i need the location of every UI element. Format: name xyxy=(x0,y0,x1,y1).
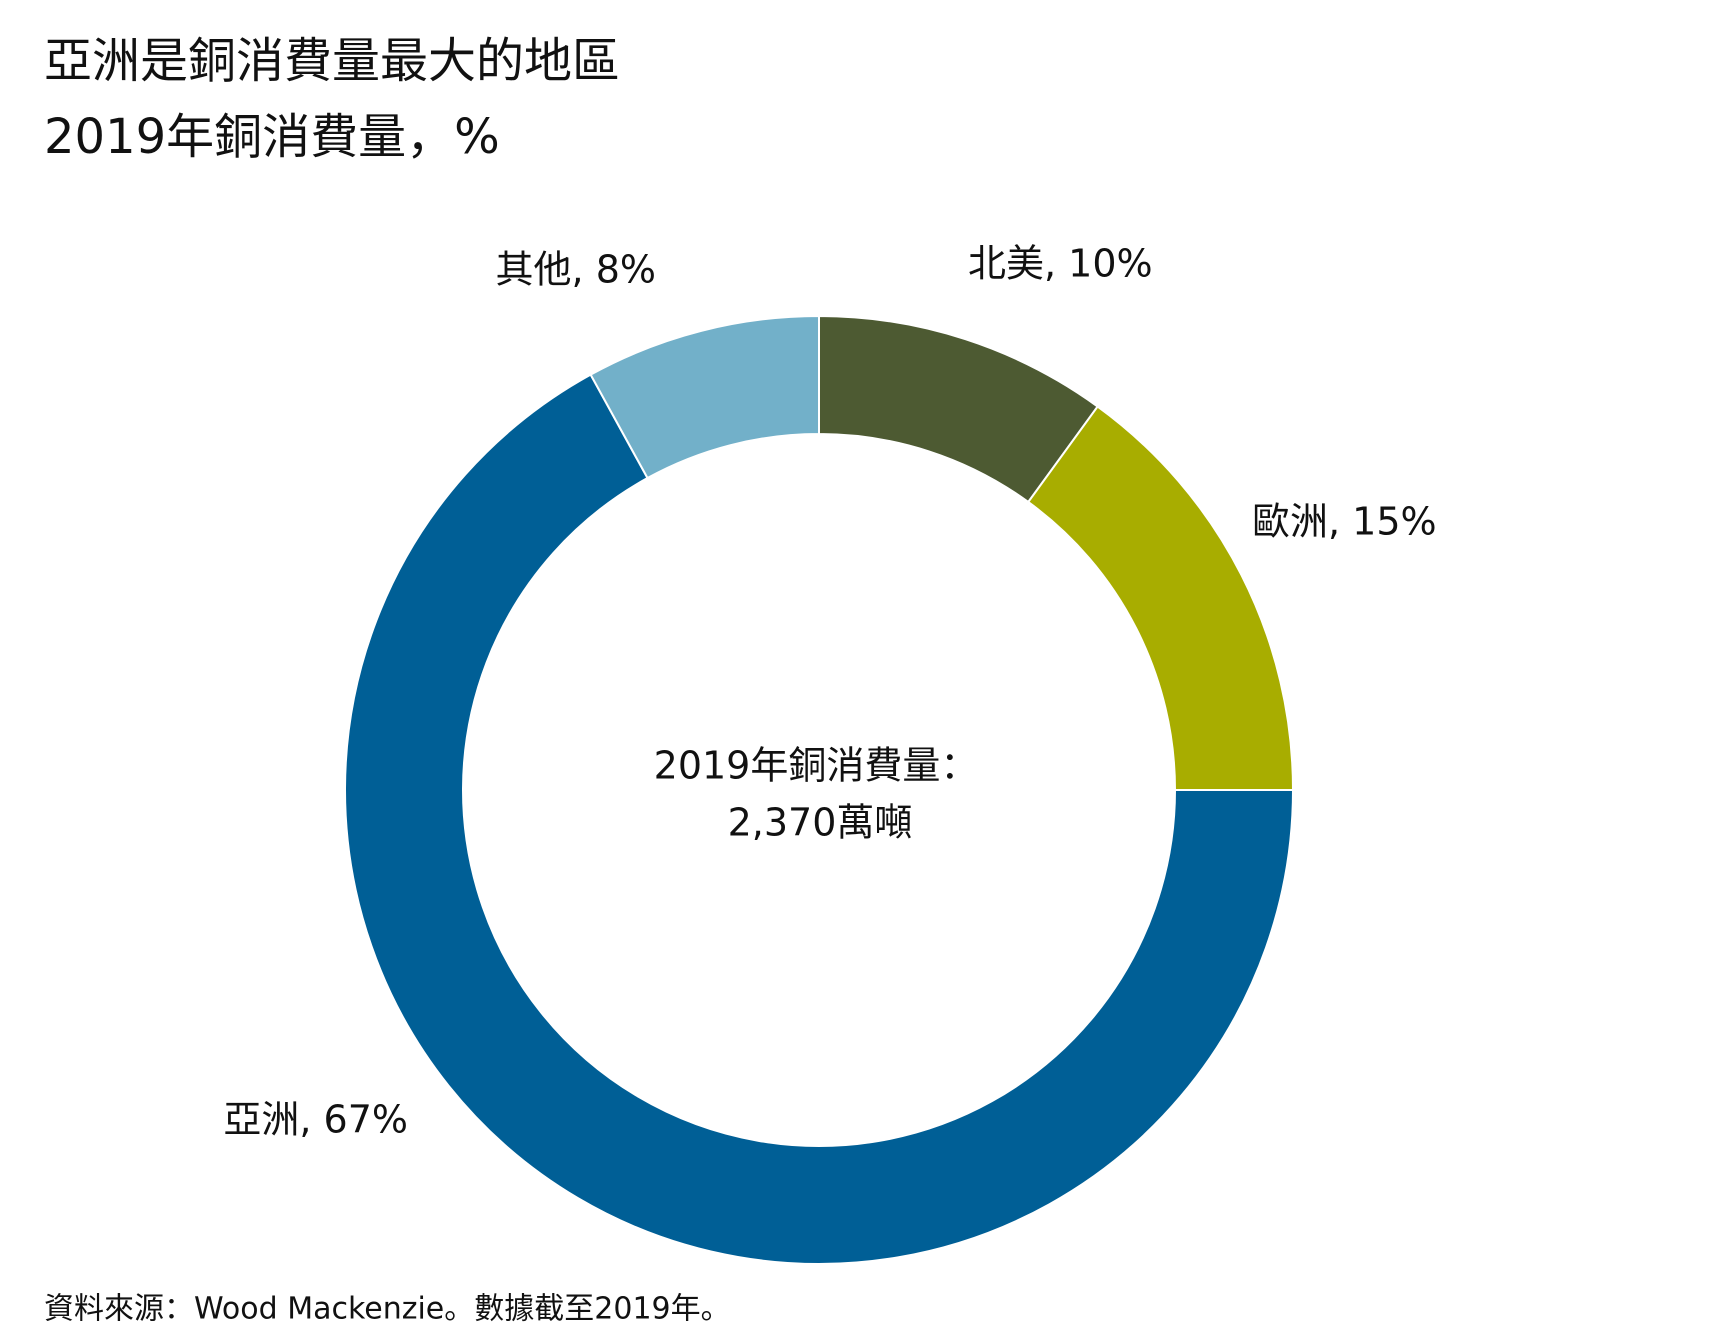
donut-segment xyxy=(344,373,1295,1265)
chart-subtitle: 2019年銅消費量，% xyxy=(44,109,500,165)
donut-segment xyxy=(1026,405,1295,791)
chart-title: 亞洲是銅消費量最大的地區 xyxy=(44,33,620,89)
segment-label: 其他, 8% xyxy=(496,248,656,292)
center-label: 2019年銅消費量： xyxy=(654,744,979,788)
donut-segment xyxy=(589,314,820,480)
center-value: 2,370萬噸 xyxy=(728,801,913,845)
segment-label: 歐洲, 15% xyxy=(1252,500,1437,544)
segment-label: 北美, 10% xyxy=(968,242,1153,286)
source-note: 資料來源：Wood Mackenzie。數據截至2019年。 xyxy=(44,1292,731,1327)
segment-label: 亞洲, 67% xyxy=(223,1098,408,1142)
